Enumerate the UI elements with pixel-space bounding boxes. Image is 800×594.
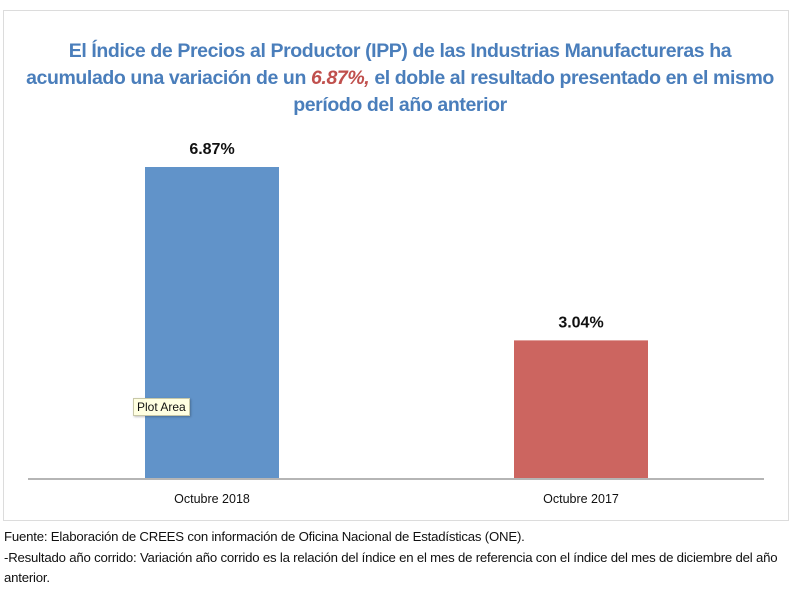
chart-frame	[3, 10, 789, 521]
plot-area-tooltip: Plot Area	[133, 398, 190, 416]
x-tick-label-2: Octubre 2017	[543, 492, 619, 506]
bar-1[interactable]	[145, 167, 279, 478]
data-label-1: 6.87%	[189, 141, 234, 158]
title-highlight-value: 6.87%,	[310, 67, 370, 89]
title-text-part1: El Índice de Precios al Productor (IPP) …	[26, 40, 732, 89]
footnotes: Fuente: Elaboración de CREES con informa…	[4, 527, 799, 589]
data-label-2: 3.04%	[558, 314, 603, 331]
chart-title: El Índice de Precios al Productor (IPP) …	[20, 38, 780, 119]
title-text-part2: el doble al resultado presentado en el m…	[293, 67, 774, 116]
x-tick-label-1: Octubre 2018	[174, 492, 250, 506]
source-note: Fuente: Elaboración de CREES con informa…	[4, 529, 525, 544]
definition-note: -Resultado año corrido: Variación año co…	[4, 549, 778, 586]
bar-2[interactable]	[514, 340, 648, 478]
